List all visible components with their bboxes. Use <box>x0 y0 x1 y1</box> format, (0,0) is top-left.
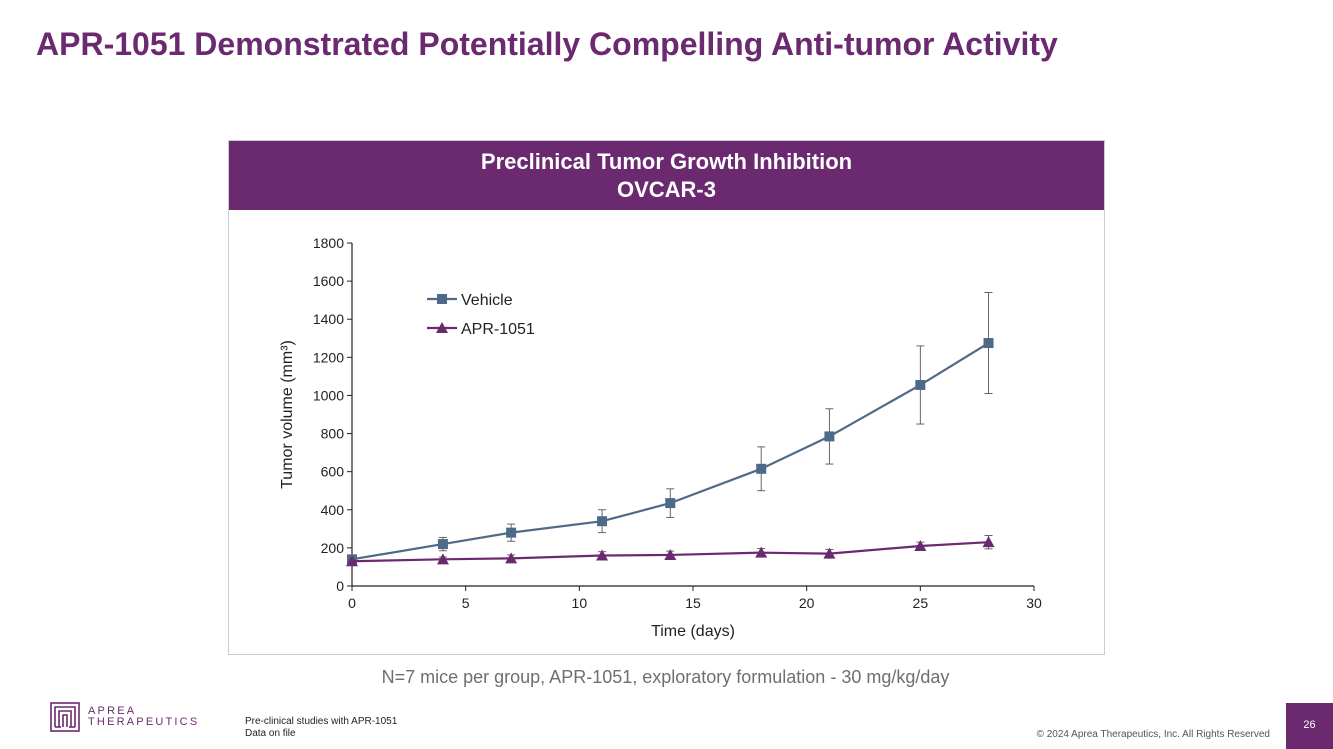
y-tick-label: 600 <box>321 464 345 480</box>
y-tick-label: 1800 <box>313 235 344 251</box>
y-tick-label: 200 <box>321 540 345 556</box>
vehicle-legend-marker <box>437 294 447 304</box>
footnote-text: N=7 mice per group, APR-1051, explorator… <box>381 667 950 687</box>
vehicle-data-point <box>824 431 835 442</box>
company-logo: APREA THERAPEUTICS <box>50 702 199 732</box>
vehicle-data-point <box>983 338 994 349</box>
chart-panel: Preclinical Tumor Growth Inhibition OVCA… <box>228 140 1105 655</box>
chart-title: Preclinical Tumor Growth Inhibition <box>480 148 853 174</box>
slide-title: APR-1051 Demonstrated Potentially Compel… <box>36 26 1058 62</box>
x-tick-label: 5 <box>462 595 470 611</box>
apr-1051-data-point <box>346 555 358 567</box>
vehicle-data-point <box>665 498 676 509</box>
vehicle-data-point <box>597 516 608 527</box>
vehicle-series-line <box>351 342 990 561</box>
y-axis-label: Tumor volume (mm³) <box>279 340 296 489</box>
chart-subtitle: OVCAR-3 <box>616 176 716 202</box>
y-tick-label: 800 <box>321 426 345 442</box>
x-tick-label: 15 <box>685 595 701 611</box>
apr-1051-data-point <box>982 536 995 548</box>
x-axis-label: Time (days) <box>651 623 735 640</box>
tumor-growth-chart: 0 200 400 600 800 1000 1200 1400 1600 1800 0 5 10 15 2… <box>279 235 1042 640</box>
logo-text-line1: APREA <box>88 705 137 717</box>
vehicle-data-point <box>506 527 517 538</box>
apr-1051-data-point <box>755 546 768 558</box>
footnote: N=7 mice per group, APR-1051, explorator… <box>0 667 1333 688</box>
source-line2: Data on file <box>245 728 296 739</box>
chart-header: Preclinical Tumor Growth Inhibition OVCA… <box>229 141 1104 210</box>
y-tick-label: 0 <box>336 578 344 594</box>
x-tick-label: 10 <box>572 595 588 611</box>
apr-1051-legend-marker <box>436 322 448 333</box>
y-tick-label: 1400 <box>313 311 344 327</box>
x-tick-label: 20 <box>799 595 815 611</box>
x-tick-label: 0 <box>348 595 356 611</box>
y-tick-label: 400 <box>321 502 345 518</box>
apr-1051-legend-label: APR-1051 <box>461 321 535 338</box>
y-tick-label: 1000 <box>313 387 344 403</box>
apr-1051-data-point <box>505 552 518 564</box>
copyright: © 2024 Aprea Therapeutics, Inc. All Righ… <box>1036 729 1270 740</box>
vehicle-data-point <box>437 539 448 550</box>
apr-1051-data-point <box>596 549 609 561</box>
y-tick-label: 1200 <box>313 349 344 365</box>
aprea-logo-icon <box>50 702 80 732</box>
vehicle-data-point <box>915 379 926 390</box>
vehicle-legend-label: Vehicle <box>461 292 513 309</box>
page-number: 26 <box>1286 703 1333 749</box>
source-line1: Pre-clinical studies with APR-1051 <box>245 716 398 727</box>
source-note: Pre-clinical studies with APR-1051 Data … <box>245 716 397 740</box>
y-tick-label: 1600 <box>313 273 344 289</box>
apr-1051-data-point <box>823 547 836 559</box>
apr-1051-data-point <box>436 553 449 565</box>
x-tick-label: 25 <box>913 595 929 611</box>
logo-text-line2: THERAPEUTICS <box>88 716 200 728</box>
x-tick-label: 30 <box>1026 595 1042 611</box>
apr-1051-data-point <box>914 539 927 551</box>
vehicle-data-point <box>756 463 767 474</box>
apr-1051-data-point <box>664 548 677 560</box>
